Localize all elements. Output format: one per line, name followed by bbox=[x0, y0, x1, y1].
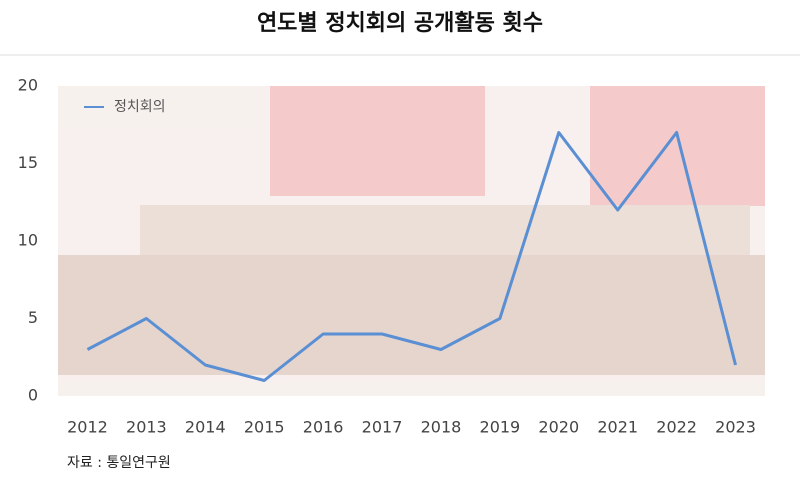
x-tick-label: 2020 bbox=[538, 418, 579, 437]
x-tick-label: 2014 bbox=[185, 418, 226, 437]
x-tick-label: 2016 bbox=[303, 418, 344, 437]
y-tick-label: 0 bbox=[28, 386, 38, 405]
background-photo bbox=[58, 86, 765, 396]
source-note: 자료 : 통일연구원 bbox=[67, 455, 171, 471]
x-tick-label: 2018 bbox=[421, 418, 462, 437]
x-tick-label: 2019 bbox=[480, 418, 521, 437]
y-tick-label: 10 bbox=[18, 231, 38, 250]
x-tick-label: 2017 bbox=[362, 418, 403, 437]
x-tick-label: 2022 bbox=[656, 418, 697, 437]
x-tick-label: 2023 bbox=[715, 418, 756, 437]
x-tick-label: 2012 bbox=[67, 418, 108, 437]
y-tick-label: 15 bbox=[18, 153, 38, 172]
line-series bbox=[86, 131, 737, 382]
x-tick-label: 2013 bbox=[126, 418, 167, 437]
chart-title: 연도별 정치회의 공개활동 횟수 bbox=[257, 11, 543, 36]
y-tick-label: 20 bbox=[18, 76, 38, 95]
y-tick-label: 5 bbox=[28, 308, 38, 327]
x-tick-label: 2015 bbox=[244, 418, 285, 437]
x-tick-label: 2021 bbox=[597, 418, 638, 437]
legend-label: 정치회의 bbox=[114, 99, 166, 115]
